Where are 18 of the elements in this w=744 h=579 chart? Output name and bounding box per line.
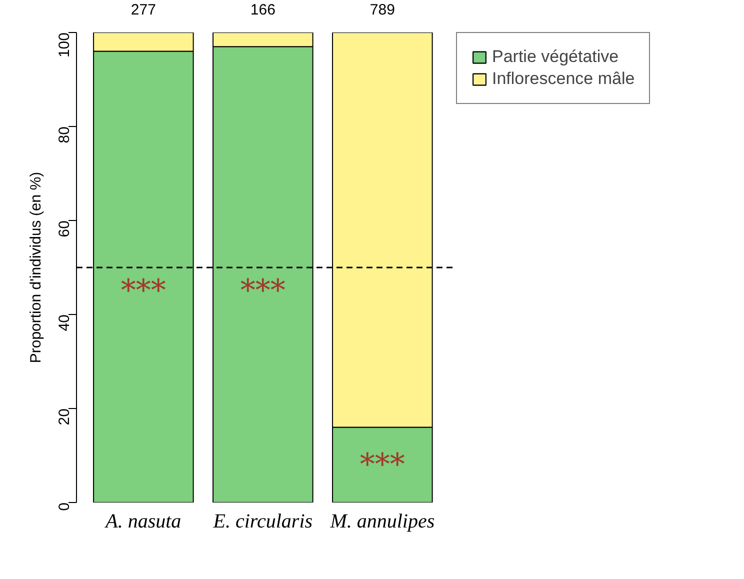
y-tick-label: 80 xyxy=(56,126,73,144)
text: 277 xyxy=(130,2,156,18)
text: 166 xyxy=(250,2,276,18)
x-tick-label: A. nasuta xyxy=(104,510,182,532)
y-tick-label: 40 xyxy=(56,314,73,332)
x-tick-label: M. annulipes xyxy=(329,510,435,532)
text: 789 xyxy=(370,2,395,18)
y-tick-label: 0 xyxy=(56,502,73,511)
legend-label: Inflorescence mâle xyxy=(492,69,635,89)
y-tick-label: 20 xyxy=(56,408,73,426)
annotation: *** xyxy=(120,274,166,308)
y-tick-label: 100 xyxy=(56,32,73,58)
annotation: *** xyxy=(240,274,286,308)
y-axis-title: Proportion d'individus (en %) xyxy=(28,172,44,364)
x-tick-label: E. circularis xyxy=(212,510,313,532)
legend-label: Partie végétative xyxy=(492,47,619,67)
annotation: *** xyxy=(360,447,405,482)
y-tick-label: 60 xyxy=(56,220,73,238)
